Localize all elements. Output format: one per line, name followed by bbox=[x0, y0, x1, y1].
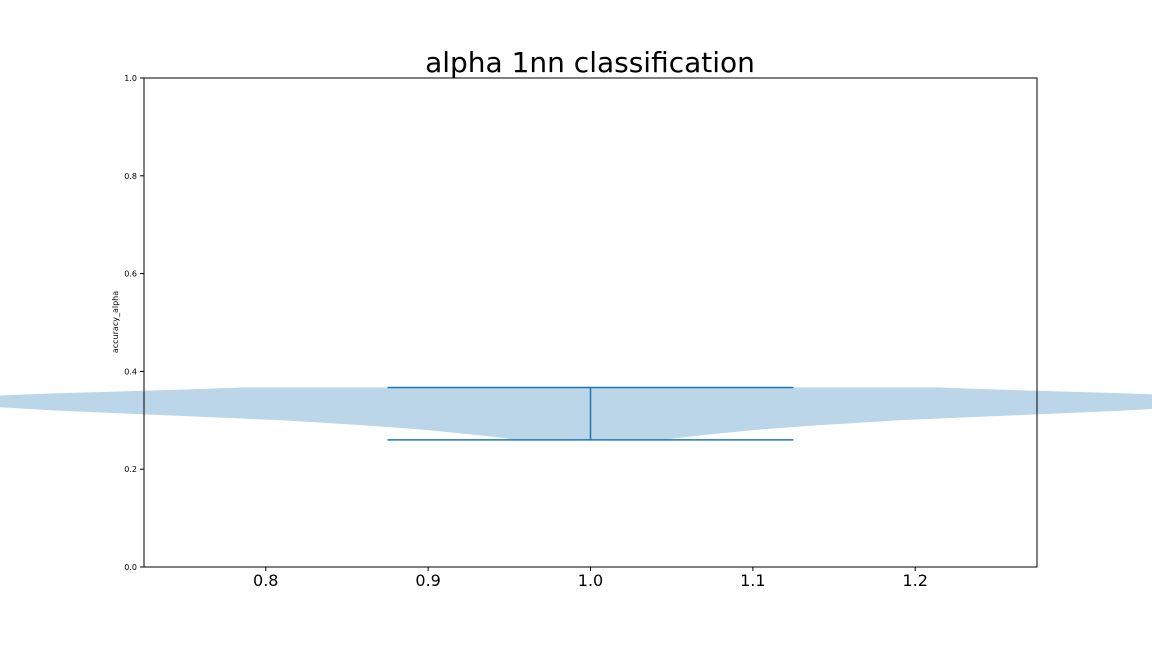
plot-area bbox=[0, 386, 1152, 441]
chart-title: alpha 1nn classification bbox=[425, 46, 755, 79]
x-tick-label: 1.0 bbox=[578, 571, 603, 590]
violin-body bbox=[0, 387, 1152, 440]
axes-frame bbox=[143, 77, 1038, 568]
x-tick-label: 1.1 bbox=[740, 571, 765, 590]
axis-ticks: 0.8 0.9 1.0 1.1 1.2 0.0 0.2 0.4 0.6 0.8 1.0 bbox=[124, 74, 928, 590]
x-tick-label: 1.2 bbox=[903, 571, 928, 590]
y-tick-label: 0.0 bbox=[124, 563, 137, 572]
y-tick-label: 1.0 bbox=[124, 74, 137, 83]
y-tick-label: 0.2 bbox=[124, 465, 137, 474]
y-axis-label: accuracy_alpha bbox=[111, 291, 120, 353]
y-tick-label: 0.4 bbox=[124, 367, 137, 376]
x-tick-label: 0.9 bbox=[415, 571, 440, 590]
y-tick-label: 0.6 bbox=[124, 270, 137, 279]
y-tick-label: 0.8 bbox=[124, 172, 137, 181]
x-tick-label: 0.8 bbox=[253, 571, 278, 590]
